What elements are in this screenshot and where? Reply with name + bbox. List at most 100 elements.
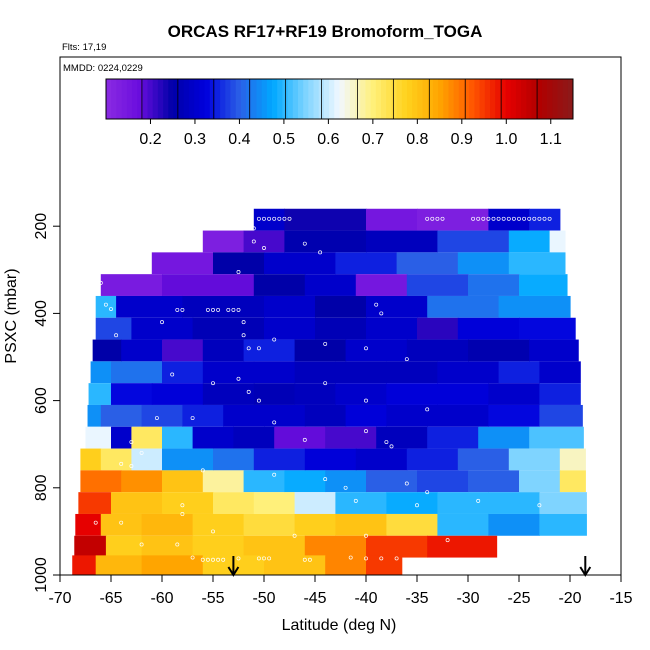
sample-point — [256, 556, 261, 561]
sample-point — [251, 239, 256, 244]
heatmap-cell — [74, 535, 107, 558]
colorbar-cell — [266, 79, 273, 119]
sample-point — [98, 280, 103, 285]
heatmap-cell — [141, 513, 194, 536]
colorbar-tick-label: 0.2 — [139, 131, 161, 148]
heatmap-cell — [488, 383, 540, 405]
heatmap-cell — [366, 295, 428, 318]
heatmap-cell — [437, 230, 510, 253]
colorbar-cell — [277, 79, 283, 119]
colorbar-cell — [137, 79, 143, 119]
colorbar-cell — [469, 79, 475, 119]
heatmap-cell — [213, 448, 255, 471]
colorbar-tick-label: 1.0 — [495, 131, 517, 148]
sample-point — [522, 216, 527, 221]
heatmap-cell — [559, 448, 586, 471]
heatmap-cell — [111, 492, 163, 514]
heatmap-cell — [294, 383, 336, 405]
colorbar-cell — [157, 79, 164, 119]
heatmap-cell — [243, 513, 296, 536]
heatmap-cell — [111, 361, 163, 384]
sample-point — [440, 216, 445, 221]
heatmap-cell — [468, 339, 530, 362]
heatmap-cell — [335, 513, 387, 536]
colorbar-cell — [552, 79, 558, 119]
sample-point — [241, 333, 246, 338]
sample-point — [256, 346, 261, 351]
colorbar-cell — [292, 79, 299, 119]
colorbar-cell — [313, 79, 320, 119]
colorbar-cell — [370, 79, 377, 119]
sample-point — [277, 216, 282, 221]
heatmap-cell — [141, 404, 183, 427]
heatmap-cell — [478, 426, 530, 449]
sample-point — [364, 346, 368, 351]
colorbar-cell — [209, 79, 216, 119]
colorbar-cell — [251, 79, 257, 119]
colorbar-cell — [147, 79, 154, 119]
colorbar-cell — [417, 79, 423, 119]
heatmap-cell — [366, 555, 403, 575]
sample-point — [119, 461, 124, 466]
colorbar-cell — [142, 79, 148, 119]
colorbar-cell — [365, 79, 372, 119]
heatmap-cell — [213, 252, 265, 275]
heatmap-cell — [151, 383, 204, 405]
colorbar-cell — [297, 79, 304, 119]
heatmap-cell — [78, 492, 112, 514]
colorbar-cell — [567, 79, 574, 119]
sample-point — [415, 503, 419, 508]
sample-point — [471, 216, 476, 221]
heatmap-cell — [355, 448, 408, 471]
heatmap-cell — [519, 274, 568, 296]
sample-point — [190, 416, 195, 420]
colorbar-cell — [489, 79, 496, 119]
colorbar-cell — [443, 79, 449, 119]
heatmap-cell — [162, 492, 214, 514]
heatmap-cell — [213, 492, 255, 514]
colorbar-cell — [526, 79, 532, 119]
heatmap-cell — [162, 339, 204, 362]
heatmap-cell — [345, 339, 408, 362]
colorbar-cell — [344, 79, 351, 119]
colorbar-cell — [220, 79, 226, 119]
heatmap-cell — [111, 426, 132, 449]
heatmap-cell — [376, 426, 428, 449]
colorbar-cell — [401, 79, 408, 119]
sample-point — [547, 216, 552, 221]
heatmap-cell — [539, 383, 581, 405]
x-tick-label: -65 — [99, 590, 122, 607]
colorbar-cell — [536, 79, 543, 119]
heatmap-cell — [386, 513, 438, 536]
sample-point — [129, 440, 134, 444]
colorbar-cell — [339, 79, 346, 119]
sample-point — [103, 302, 108, 307]
heatmap-cell — [508, 252, 566, 275]
heatmap-cell — [437, 361, 500, 384]
sample-point — [307, 557, 312, 562]
colorbar-cell — [329, 79, 335, 119]
sample-point — [236, 307, 241, 312]
heatmap-cell — [192, 426, 234, 449]
heatmap-cell — [111, 383, 153, 405]
sample-point — [404, 481, 409, 486]
heatmap-cell — [88, 383, 112, 405]
sample-point — [272, 216, 277, 221]
sample-point — [364, 533, 368, 538]
heatmap-cell — [529, 339, 579, 362]
sample-point — [445, 538, 450, 543]
heatmap-cell — [95, 555, 143, 575]
heatmap-cell — [406, 274, 469, 296]
sample-point — [221, 557, 226, 562]
colorbar: 0.2 0.3 0.4 0.5 0.6 0.7 0.8 0.9 1.0 1.1 — [105, 78, 574, 148]
colorbar-cell — [448, 79, 455, 119]
sample-point — [205, 307, 210, 312]
colorbar-cell — [484, 79, 491, 119]
x-tick-label: -20 — [558, 590, 581, 607]
x-tick-label: -40 — [354, 590, 377, 607]
heatmap-cell — [335, 492, 387, 514]
heatmap-cell — [233, 426, 275, 449]
heatmap-cell — [223, 404, 265, 427]
sample-point — [180, 512, 185, 516]
colorbar-cell — [194, 79, 200, 119]
